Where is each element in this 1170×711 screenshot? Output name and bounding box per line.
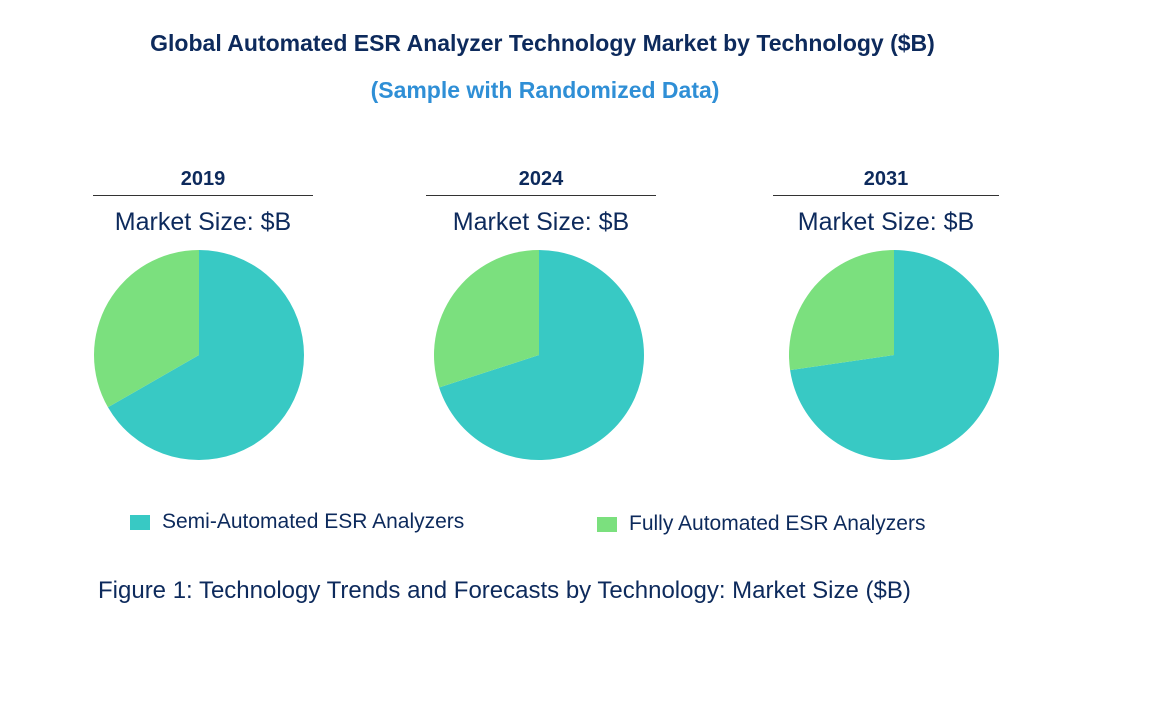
pie-slice-semi-automated <box>439 250 644 460</box>
pie-header-2019: 2019 Market Size: $B <box>93 168 313 237</box>
legend-swatch <box>597 516 617 532</box>
pie-chart-2019 <box>93 250 304 460</box>
legend-item-fully-automated: Fully Automated ESR Analyzers <box>597 512 925 536</box>
pie-year: 2019 <box>93 168 313 196</box>
pie-header-2031: 2031 Market Size: $B <box>773 168 999 237</box>
legend-label: Semi-Automated ESR Analyzers <box>162 510 465 533</box>
pie-slice-semi-automated <box>790 250 999 460</box>
legend-swatch <box>130 514 150 530</box>
legend-item-semi-automated: Semi-Automated ESR Analyzers <box>130 510 464 534</box>
pie-year: 2024 <box>426 168 656 196</box>
pie-chart-2024 <box>434 250 644 460</box>
market-size-label: Market Size: $B <box>114 208 292 236</box>
market-size-label: Market Size: $B <box>452 208 630 236</box>
chart-title: Global Automated ESR Analyzer Technology… <box>150 30 935 56</box>
figure-caption: Figure 1: Technology Trends and Forecast… <box>98 577 911 604</box>
pie-slice-fully-automated <box>789 250 894 371</box>
pie-header-2024: 2024 Market Size: $B <box>426 168 656 237</box>
legend-label: Fully Automated ESR Analyzers <box>629 512 926 535</box>
pie-slice-semi-automated <box>107 250 304 460</box>
pie-slice-fully-automated <box>434 250 539 388</box>
pie-chart-2031 <box>789 250 999 460</box>
chart-subtitle: (Sample with Randomized Data) <box>370 77 720 103</box>
market-size-label: Market Size: $B <box>797 208 975 236</box>
pie-year: 2031 <box>773 168 999 196</box>
pie-slice-fully-automated <box>93 250 199 408</box>
